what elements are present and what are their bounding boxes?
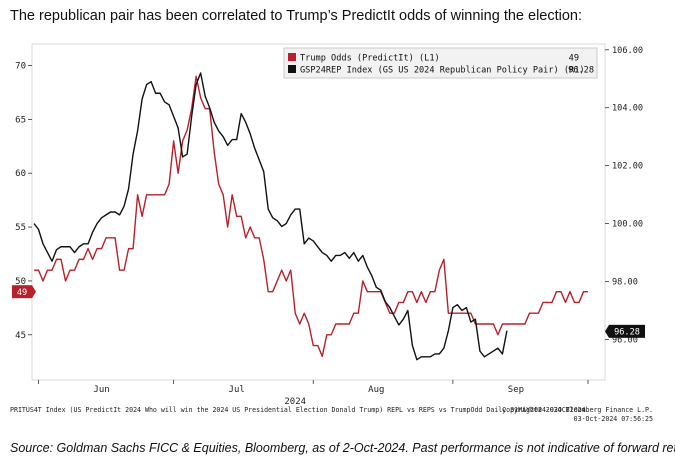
footer-series-info: PRITUS4T Index (US PredictIt 2024 Who wi… [10,406,586,414]
right-tick-label: 104.00 [612,104,643,114]
right-tick-label: 102.00 [612,162,643,172]
last-value-gs: 96.28 [614,328,640,338]
left-tick-label: 55 [15,223,26,233]
right-tick-label: 100.00 [612,220,643,230]
axes: 70 65 60 55 50 45 106.00 104.00 102.00 100.00 98.0… [15,46,643,406]
left-tick-label: 70 [15,62,26,72]
series-lines [33,72,588,361]
legend-last-gs: 96.28 [568,66,594,76]
x-year-label: 2024 [284,397,306,406]
left-tick-label: 50 [15,277,26,287]
x-tick-label: Jun [93,385,109,395]
last-value-trump: 49 [17,288,27,298]
right-tick-label: 98.00 [612,278,638,288]
last-value-tag-trump-arrow [32,285,36,299]
last-value-tag-gs [609,324,645,338]
legend-last-trump: 49 [569,54,579,64]
x-tick-label: Jul [229,385,245,395]
left-tick-label: 65 [15,115,26,125]
trump-odds-line [34,75,588,358]
x-tick-label: Aug [368,385,384,395]
left-tick-label: 60 [15,169,26,179]
legend: Trump Odds (PredictIt) (L1) 49 GSP24REP … [283,47,598,79]
last-value-tag-gs-arrow [605,324,609,338]
footer-copyright: Copyright® 2024 Bloomberg Finance L.P. [502,406,653,414]
legend-label-gs: GSP24REP Index (GS US 2024 Republican Po… [300,66,585,76]
right-tick-label: 106.00 [612,46,643,56]
x-tick-label: Sep [508,385,524,395]
footer-timestamp: 03-Oct-2024 07:56:25 [573,415,653,423]
last-value-labels: 49 96.28 [12,285,645,338]
legend-swatch-gs [288,65,296,73]
legend-label-trump: Trump Odds (PredictIt) (L1) [300,54,440,64]
plot-area [31,43,606,381]
chart-headline: The republican pair has been correlated … [10,8,583,24]
gsp24rep-line [33,72,508,361]
legend-swatch-trump [288,53,296,61]
chart-svg: 70 65 60 55 50 45 106.00 104.00 102.00 100.00 98.0… [12,43,645,406]
legend-box [283,47,598,79]
right-tick-label: 96.00 [612,335,638,345]
left-tick-label: 45 [15,331,26,341]
source-note: Source: Goldman Sachs FICC & Equities, B… [10,441,675,455]
last-value-tag-trump [12,285,32,299]
